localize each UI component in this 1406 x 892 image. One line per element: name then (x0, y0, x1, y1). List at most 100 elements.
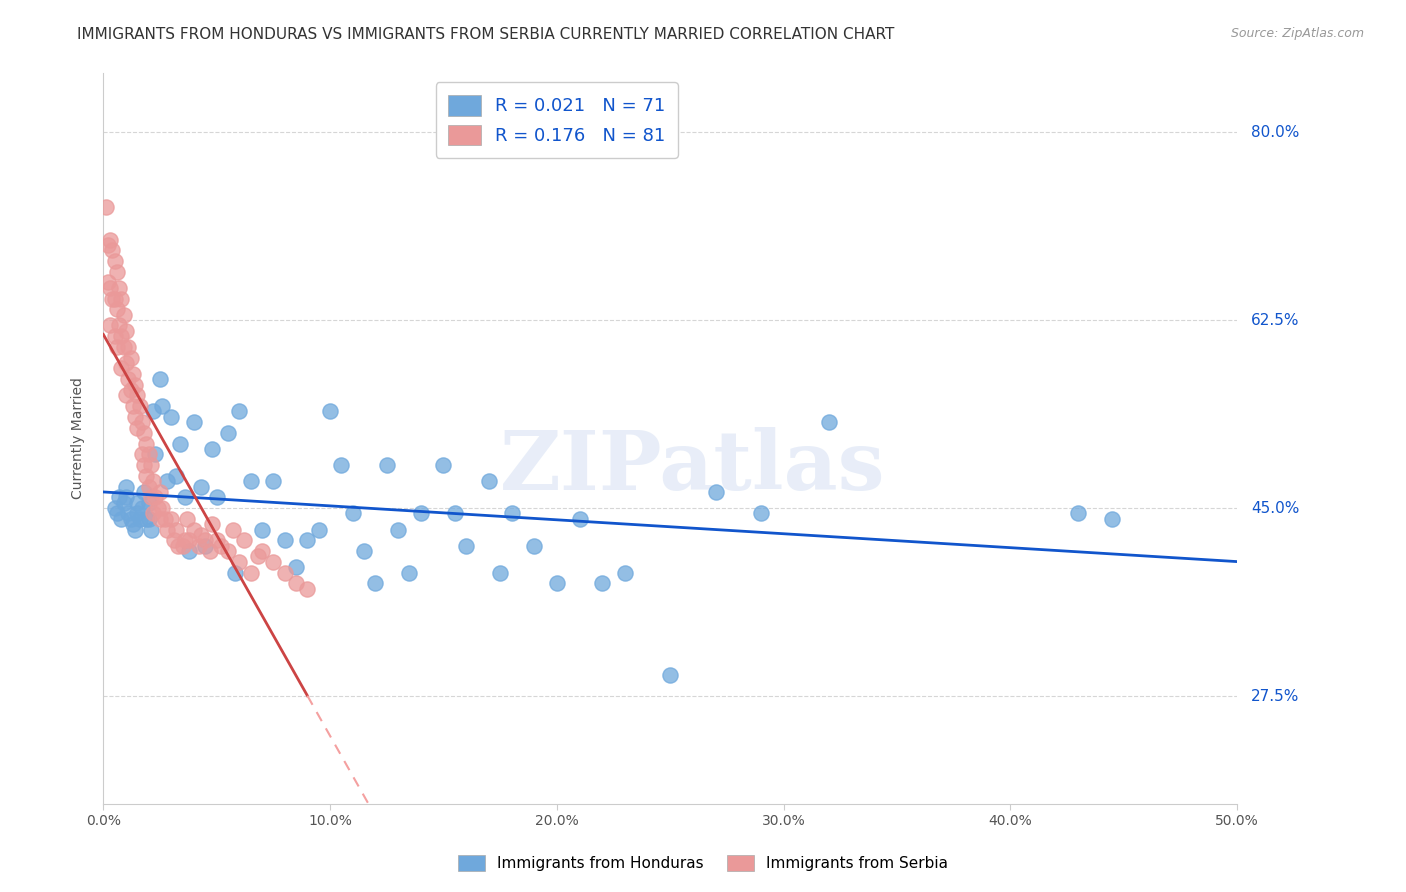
Point (1101, 512, 1123, 526)
Point (105, 302, 128, 317)
Point (115, 388, 138, 402)
Point (239, 566, 262, 580)
Point (105, 265, 128, 279)
Point (98, 232, 121, 246)
Point (108, 491, 131, 505)
Point (117, 340, 139, 354)
Point (124, 409, 146, 424)
Point (194, 533, 217, 548)
Point (138, 480, 160, 494)
Point (120, 351, 142, 365)
Point (120, 512, 142, 526)
Point (134, 485, 156, 500)
Point (127, 388, 149, 402)
Point (145, 491, 167, 505)
Point (501, 507, 523, 521)
Text: 27.5%: 27.5% (1251, 689, 1299, 704)
Point (209, 539, 232, 553)
Point (443, 507, 465, 521)
Point (110, 292, 132, 306)
Point (250, 544, 273, 558)
Point (124, 523, 146, 537)
Point (146, 501, 169, 516)
Point (101, 292, 124, 306)
Legend: Immigrants from Honduras, Immigrants from Serbia: Immigrants from Honduras, Immigrants fro… (451, 849, 955, 877)
Point (112, 308, 135, 322)
Legend: R = 0.021   N = 71, R = 0.176   N = 81: R = 0.021 N = 71, R = 0.176 N = 81 (436, 82, 678, 158)
Point (232, 533, 254, 548)
Point (139, 491, 162, 505)
Point (297, 533, 319, 548)
Point (131, 501, 153, 516)
Point (117, 372, 139, 386)
Point (165, 468, 187, 483)
Point (127, 496, 149, 510)
Point (274, 533, 297, 548)
Point (156, 474, 179, 488)
Point (98, 318, 121, 333)
Point (239, 474, 262, 488)
Point (124, 377, 146, 392)
Point (94, 200, 117, 214)
Point (456, 539, 478, 553)
Point (149, 372, 172, 386)
Point (201, 442, 224, 456)
Point (187, 539, 209, 553)
Point (138, 447, 160, 461)
Point (398, 566, 420, 580)
Point (198, 544, 221, 558)
Point (330, 458, 353, 472)
Point (364, 576, 387, 591)
Point (285, 560, 308, 574)
Point (176, 512, 198, 526)
Point (142, 474, 165, 488)
Point (135, 436, 157, 450)
Y-axis label: Currently Married: Currently Married (72, 377, 86, 500)
Point (704, 485, 727, 500)
Point (149, 485, 172, 500)
Point (108, 281, 131, 295)
Point (128, 512, 150, 526)
Point (160, 512, 183, 526)
Point (489, 566, 512, 580)
Point (342, 507, 364, 521)
Point (135, 468, 157, 483)
Point (142, 404, 165, 418)
Point (104, 292, 127, 306)
Point (353, 544, 375, 558)
Point (262, 555, 284, 569)
Point (749, 507, 772, 521)
Point (153, 512, 176, 526)
Point (105, 340, 128, 354)
Point (101, 244, 124, 258)
Point (205, 491, 228, 505)
Point (112, 496, 135, 510)
Point (285, 576, 308, 591)
Text: ZIPatlas: ZIPatlas (501, 427, 886, 508)
Point (274, 566, 297, 580)
Point (221, 523, 243, 537)
Point (120, 383, 142, 397)
Point (145, 447, 167, 461)
Point (217, 425, 239, 440)
Point (98, 281, 121, 295)
Point (115, 324, 138, 338)
Point (121, 399, 143, 413)
Point (319, 404, 342, 418)
Point (546, 576, 568, 591)
Point (297, 582, 319, 596)
Point (250, 523, 273, 537)
Point (138, 496, 160, 510)
Point (131, 415, 153, 429)
Text: 45.0%: 45.0% (1251, 500, 1299, 516)
Point (183, 523, 205, 537)
Point (613, 566, 636, 580)
Point (110, 329, 132, 343)
Point (183, 415, 205, 429)
Point (190, 480, 212, 494)
Point (246, 549, 269, 564)
Point (217, 544, 239, 558)
Point (160, 409, 183, 424)
Point (228, 555, 250, 569)
Point (108, 318, 131, 333)
